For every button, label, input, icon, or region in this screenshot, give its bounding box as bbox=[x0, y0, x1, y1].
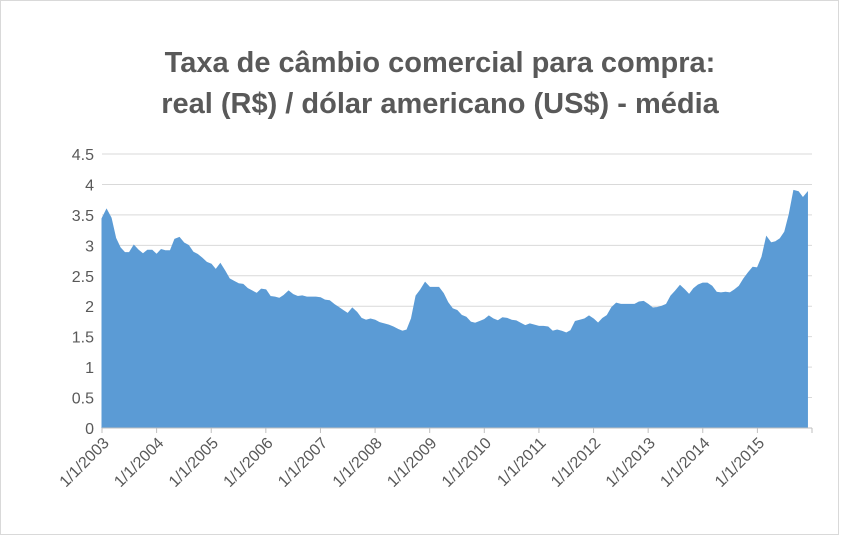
y-tick-label: 0 bbox=[85, 421, 94, 438]
chart-title: real (R$) / dólar americano (US$) - médi… bbox=[161, 88, 719, 120]
y-tick-label: 2 bbox=[85, 299, 94, 316]
y-tick-label: 4.5 bbox=[72, 147, 94, 164]
y-tick-label: 1 bbox=[85, 360, 94, 377]
y-tick-label: 4 bbox=[85, 177, 94, 194]
y-tick-label: 2.5 bbox=[72, 269, 94, 286]
y-tick-label: 1.5 bbox=[72, 330, 94, 347]
y-tick-label: 3 bbox=[85, 238, 94, 255]
y-tick-label: 3.5 bbox=[72, 208, 94, 225]
area bbox=[101, 189, 808, 429]
y-tick-label: 0.5 bbox=[72, 391, 94, 408]
chart-title: Taxa de câmbio comercial para compra: bbox=[165, 47, 716, 79]
